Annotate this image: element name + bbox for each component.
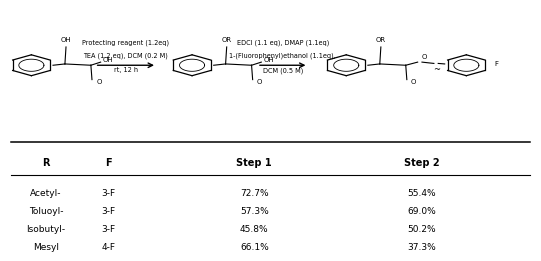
Text: 1-(Fluorophenyl)ethanol (1.1eq),: 1-(Fluorophenyl)ethanol (1.1eq), [229, 53, 336, 59]
Text: 3-F: 3-F [101, 189, 115, 198]
Text: Mesyl: Mesyl [33, 243, 59, 252]
Text: O: O [257, 79, 262, 85]
Text: Step 1: Step 1 [236, 158, 272, 168]
Text: OH: OH [103, 57, 114, 62]
Text: 50.2%: 50.2% [408, 225, 436, 234]
Text: Toluoyl-: Toluoyl- [29, 207, 63, 216]
Text: DCM (0.5 M): DCM (0.5 M) [262, 67, 303, 74]
Text: OR: OR [376, 37, 386, 43]
Text: 57.3%: 57.3% [240, 207, 269, 216]
Text: O: O [422, 55, 427, 60]
Text: Protecting reagent (1.2eq): Protecting reagent (1.2eq) [82, 40, 169, 46]
Text: 69.0%: 69.0% [407, 207, 437, 216]
Text: F: F [105, 158, 111, 168]
Text: Isobutyl-: Isobutyl- [27, 225, 65, 234]
Text: 4-F: 4-F [101, 243, 115, 252]
Text: EDCl (1.1 eq), DMAP (1.1eq): EDCl (1.1 eq), DMAP (1.1eq) [236, 40, 329, 46]
Text: 3-F: 3-F [101, 225, 115, 234]
Text: 37.3%: 37.3% [407, 243, 437, 252]
Text: Acetyl-: Acetyl- [30, 189, 62, 198]
Text: R: R [42, 158, 50, 168]
Text: ~: ~ [433, 65, 440, 74]
Text: O: O [96, 79, 102, 85]
Text: OH: OH [263, 57, 274, 62]
Text: Step 2: Step 2 [404, 158, 440, 168]
Text: TEA (1.2 eq), DCM (0.2 M): TEA (1.2 eq), DCM (0.2 M) [83, 53, 168, 59]
Text: F: F [494, 61, 498, 67]
Text: O: O [411, 79, 416, 85]
Text: 3-F: 3-F [101, 207, 115, 216]
Text: OH: OH [61, 37, 71, 43]
Text: 55.4%: 55.4% [408, 189, 436, 198]
Text: 72.7%: 72.7% [240, 189, 268, 198]
Text: OR: OR [222, 37, 232, 43]
Text: 45.8%: 45.8% [240, 225, 268, 234]
Text: 66.1%: 66.1% [240, 243, 269, 252]
Text: rt, 12 h: rt, 12 h [114, 68, 138, 73]
